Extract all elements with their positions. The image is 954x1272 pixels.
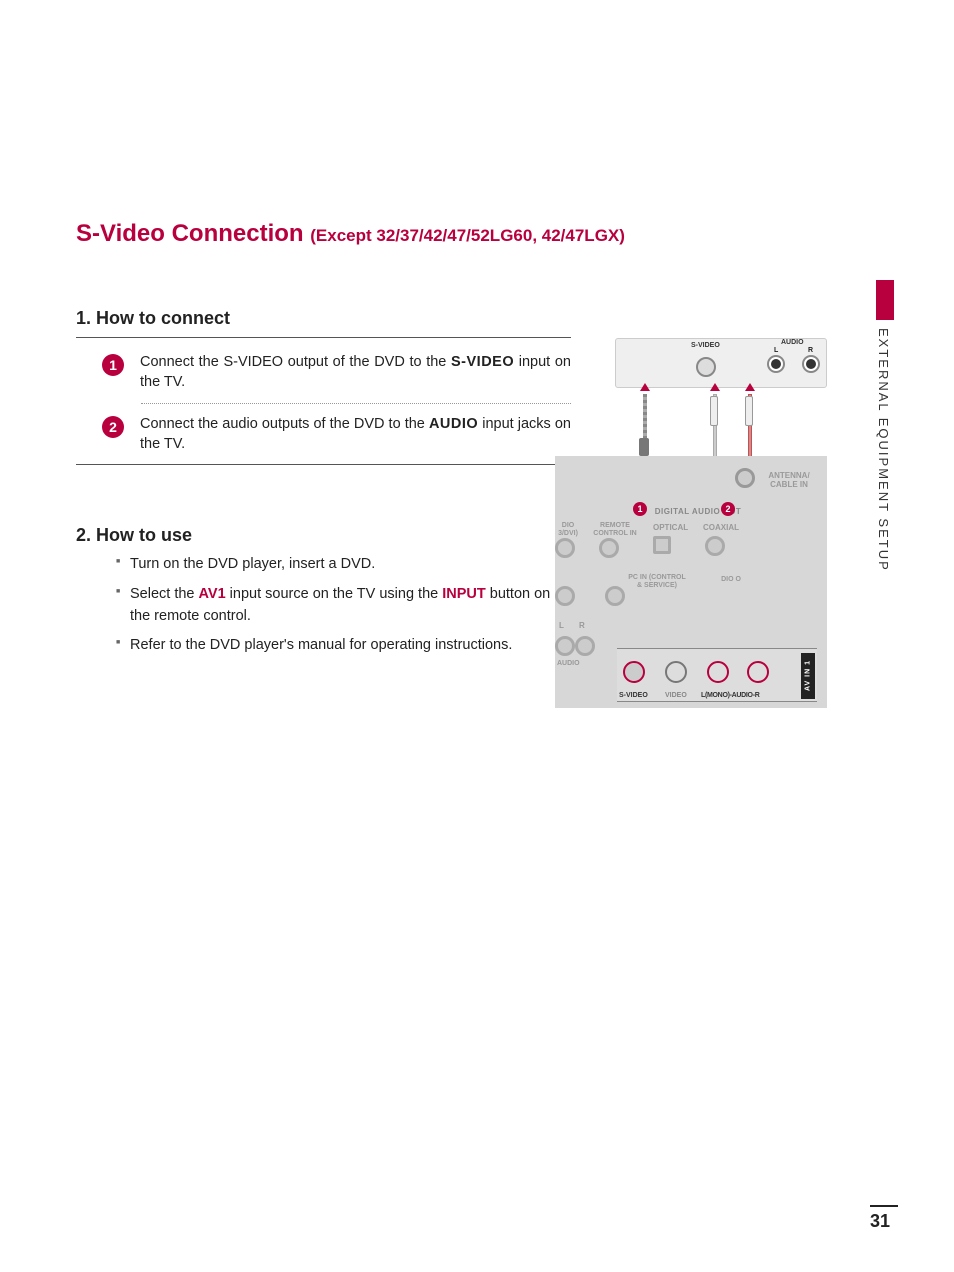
coaxial-jack [705, 536, 725, 556]
src-r-label: R [808, 347, 813, 354]
av-svideo-jack [623, 661, 645, 683]
dvd-source-box: S-VIDEO AUDIO L R [615, 338, 827, 388]
r-label: R [579, 622, 585, 631]
src-svideo-port [696, 357, 716, 377]
src-audio-l-port [769, 357, 783, 371]
tab-marker [876, 280, 894, 320]
use-item-2: Select the AV1 input source on the TV us… [116, 584, 571, 628]
section-how-to-connect: 1. How to connect [76, 308, 866, 329]
divider [76, 337, 571, 338]
av-audio-label: L(MONO)-AUDIO-R [701, 692, 760, 699]
cable-plug [639, 438, 649, 456]
l-jack2 [555, 636, 575, 656]
how-to-use-list: Turn on the DVD player, insert a DVD. Se… [76, 554, 571, 657]
step-1: 1 Connect the S-VIDEO output of the DVD … [76, 352, 571, 393]
connection-diagram: S-VIDEO AUDIO L R ANTENNA/ CABLE IN DIGI… [555, 338, 827, 710]
src-l-label: L [774, 347, 778, 354]
page-number: 31 [870, 1205, 898, 1232]
optical-jack [653, 536, 671, 554]
cable-plug [710, 396, 718, 426]
title-sub: (Except 32/37/42/47/52LG60, 42/47LGX) [310, 226, 625, 245]
antenna-label: ANTENNA/ CABLE IN [759, 472, 819, 490]
step-2: 2 Connect the audio outputs of the DVD t… [76, 414, 571, 455]
diagram-badge-2: 2 [721, 502, 735, 516]
tv-back-panel: ANTENNA/ CABLE IN DIGITAL AUDIO OUT OPTI… [555, 456, 827, 708]
l-label: L [559, 622, 564, 631]
use-item-3: Refer to the DVD player's manual for ope… [116, 635, 571, 657]
antenna-jack [735, 468, 755, 488]
divider [76, 464, 571, 465]
av-video-jack [665, 661, 687, 683]
av-in-1-label: AV IN 1 [801, 653, 815, 699]
dio-jack [555, 538, 575, 558]
side-tab: EXTERNAL EQUIPMENT SETUP [876, 280, 894, 580]
av-audio-l-jack [707, 661, 729, 683]
src-audio-label: AUDIO [781, 339, 804, 346]
remote-jack [599, 538, 619, 558]
dotted-divider [141, 403, 571, 404]
remote-label: REMOTE CONTROL IN [593, 522, 637, 537]
pcin-jack [605, 586, 625, 606]
dio-label: DIO 3/DVI) [555, 522, 583, 537]
digital-audio-out-label: DIGITAL AUDIO OUT [643, 508, 753, 517]
av-svideo-label: S-VIDEO [619, 692, 648, 699]
title-main: S-Video Connection [76, 220, 310, 247]
src-svideo-label: S-VIDEO [691, 342, 720, 349]
coaxial-label: COAXIAL [703, 524, 739, 533]
cable-plug [745, 396, 753, 426]
step-1-text: Connect the S-VIDEO output of the DVD to… [140, 352, 571, 393]
step-badge-1: 1 [102, 354, 124, 376]
step-badge-2: 2 [102, 416, 124, 438]
arrow-icon [745, 383, 755, 391]
dioo-label: DIO O [711, 576, 751, 584]
arrow-icon [710, 383, 720, 391]
page-title: S-Video Connection (Except 32/37/42/47/5… [76, 220, 866, 248]
av-audio-r-jack [747, 661, 769, 683]
diagram-badge-1: 1 [633, 502, 647, 516]
pcin-label: PC IN (CONTROL & SERVICE) [627, 574, 687, 589]
src-audio-r-port [804, 357, 818, 371]
l-jack [555, 586, 575, 606]
step-2-text: Connect the audio outputs of the DVD to … [140, 414, 571, 455]
arrow-icon [640, 383, 650, 391]
optical-label: OPTICAL [653, 524, 688, 533]
r-jack [575, 636, 595, 656]
av-in-strip: S-VIDEO VIDEO L(MONO)-AUDIO-R AV IN 1 [617, 648, 817, 702]
side-tab-label: EXTERNAL EQUIPMENT SETUP [876, 328, 891, 572]
audio-label: AUDIO [557, 660, 580, 668]
av-video-label: VIDEO [665, 692, 687, 699]
use-item-1: Turn on the DVD player, insert a DVD. [116, 554, 571, 576]
